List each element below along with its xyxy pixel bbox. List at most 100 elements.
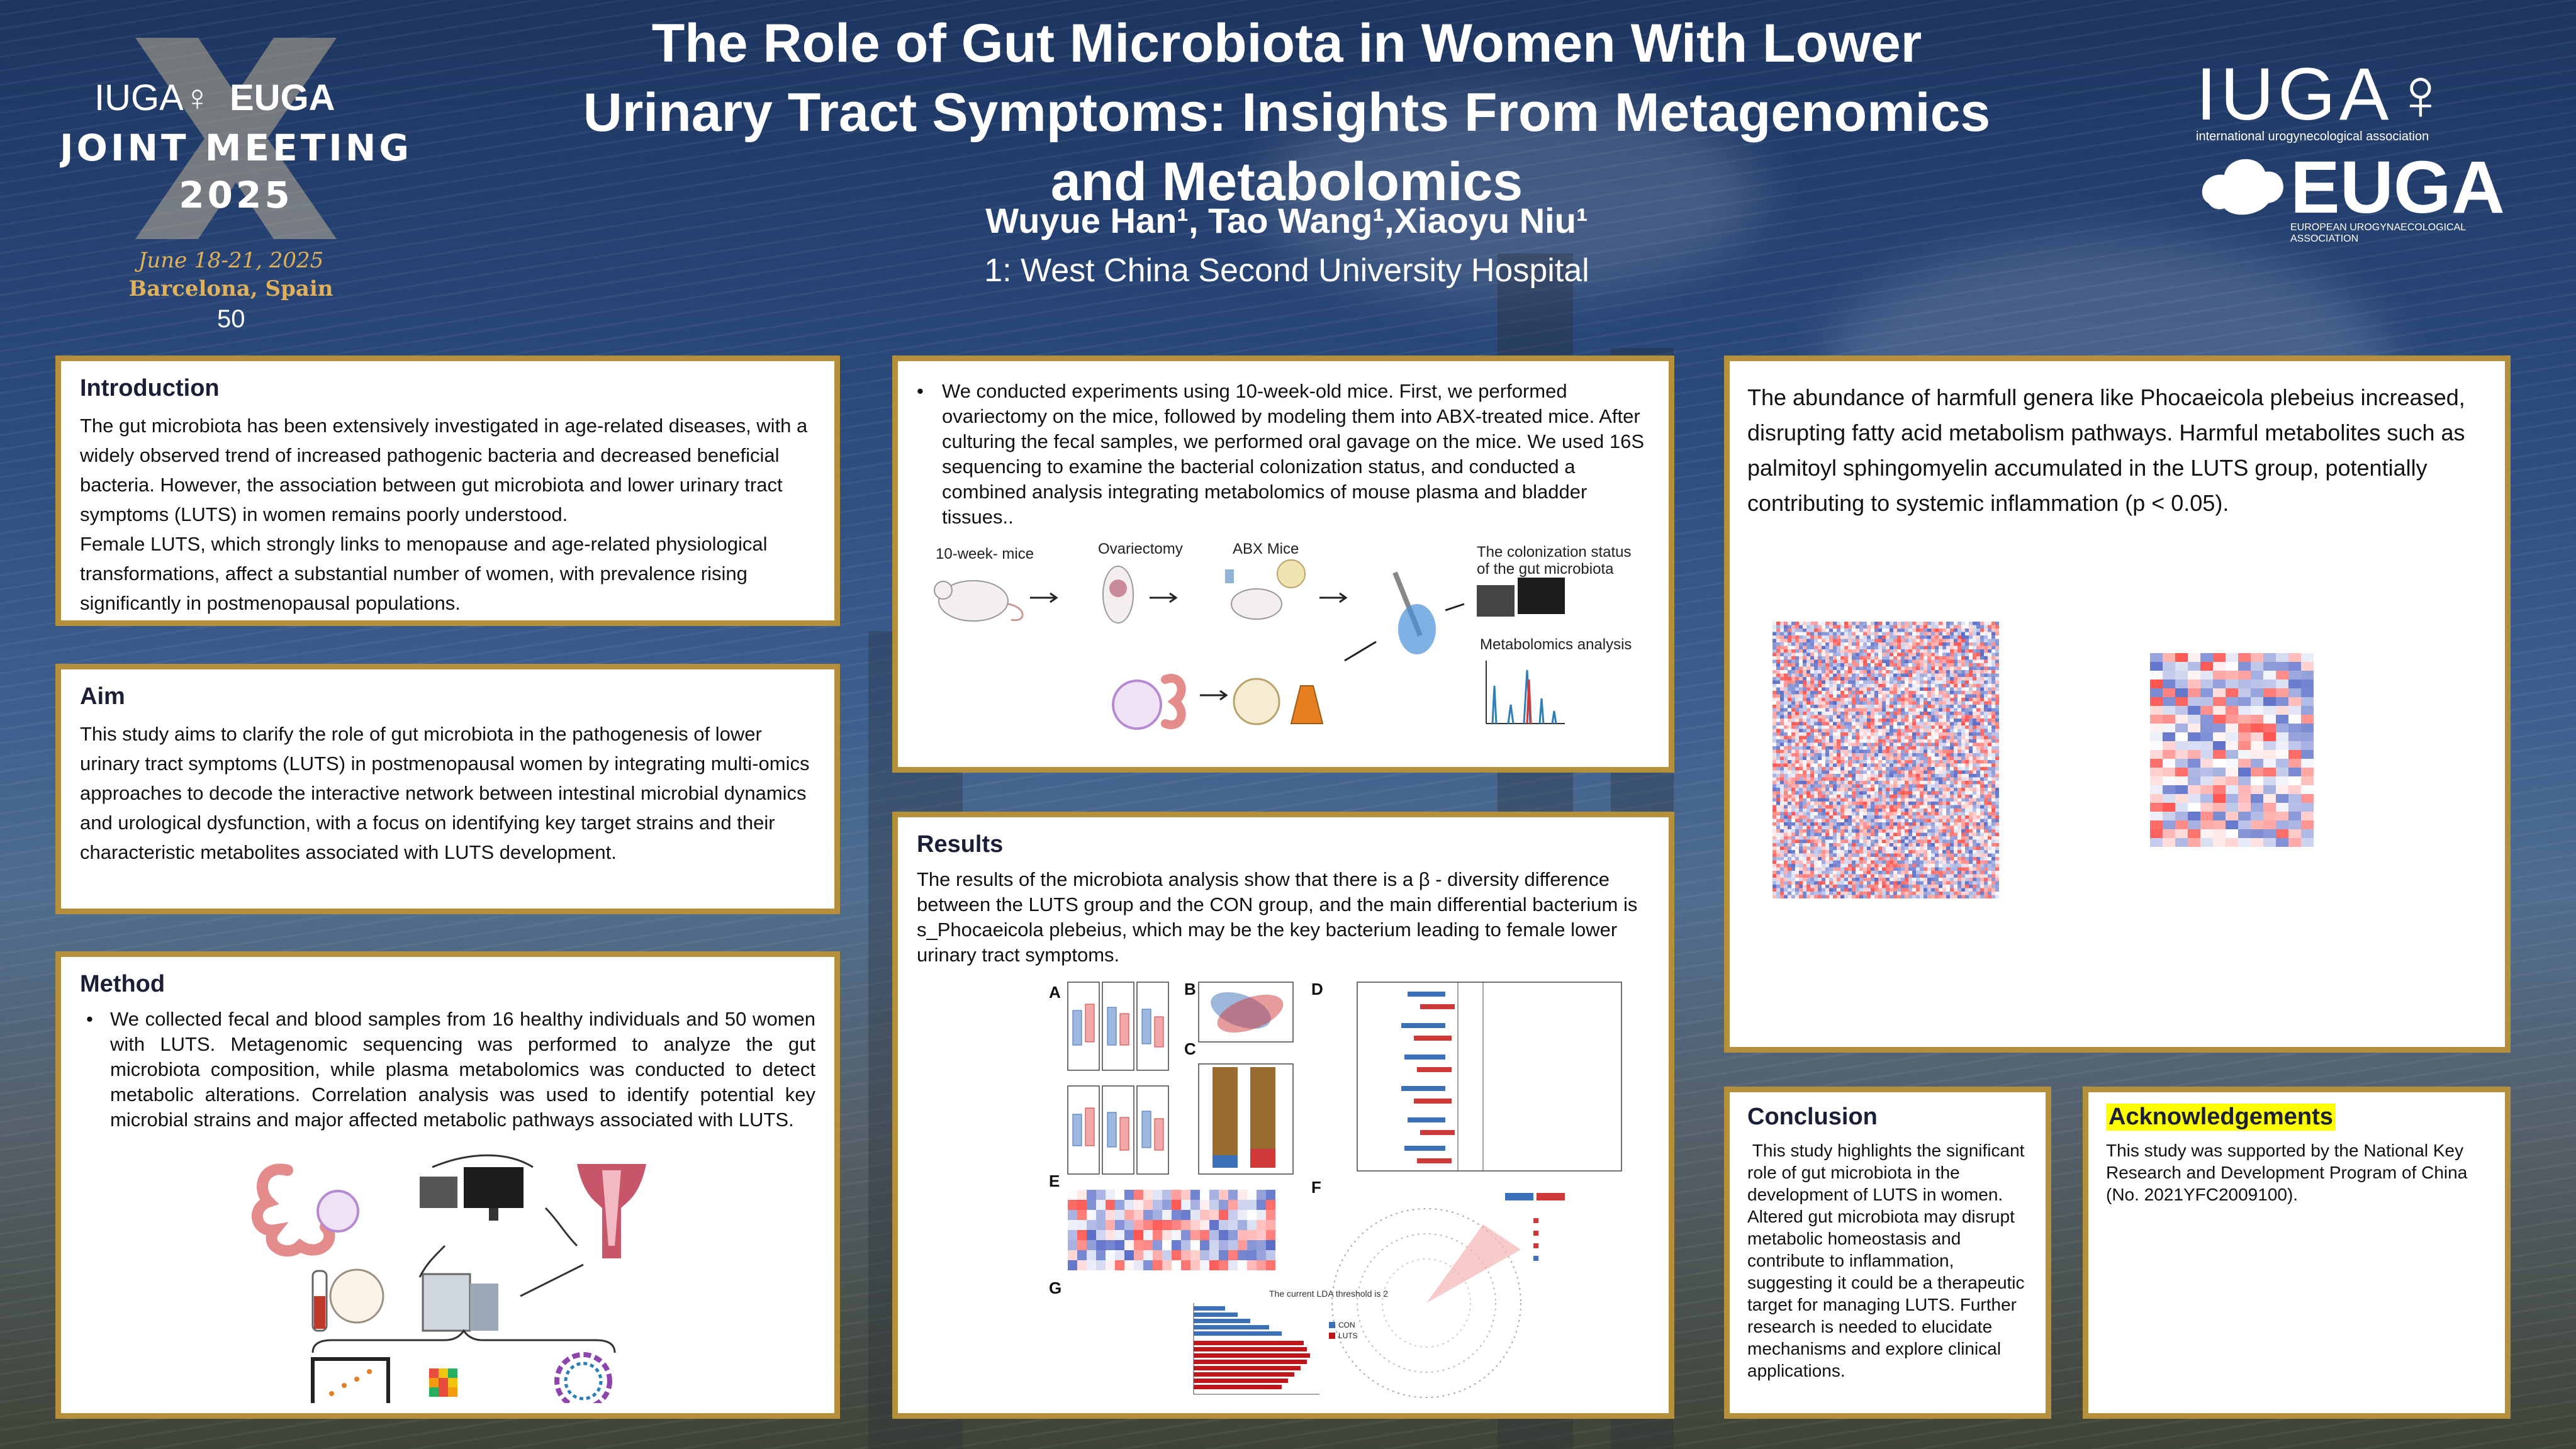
heatmap-cell: [1965, 646, 1969, 649]
heatmap-cell: [1803, 684, 1806, 688]
heatmap-cell: [1810, 684, 1814, 688]
heatmap-cell: [1788, 878, 1791, 881]
heatmap-cell: [1942, 625, 1946, 629]
heatmap-cell: [1190, 1190, 1200, 1200]
heatmap-cell: [1969, 694, 1973, 698]
heatmap-cell: [1901, 739, 1905, 743]
heatmap-cell: [1995, 652, 1999, 656]
heatmap-cell: [1950, 659, 1954, 663]
heatmap-cell: [1946, 622, 1950, 625]
heatmap-cell: [1957, 832, 1961, 836]
heatmap-cell: [1806, 839, 1810, 843]
heatmap-cell: [1931, 774, 1935, 778]
heatmap-cell: [1874, 708, 1878, 712]
heatmap-cell: [1980, 659, 1984, 663]
heatmap-cell: [1973, 839, 1976, 843]
heatmap-cell: [1991, 825, 1995, 829]
heatmap-cell: [1908, 788, 1912, 792]
label-mice: 10-week- mice: [936, 545, 1034, 562]
heatmap-cell: [1844, 770, 1848, 774]
heatmap-cell: [1780, 822, 1784, 826]
heatmap-cell: [1784, 649, 1788, 653]
heatmap-cell: [1976, 850, 1980, 854]
heatmap-cell: [1924, 763, 1927, 767]
heatmap-cell: [1988, 867, 1991, 871]
heatmap-cell: [1961, 729, 1965, 732]
heatmap-cell: [1803, 729, 1806, 732]
heatmap-cell: [1867, 850, 1871, 854]
heatmap-cell: [1848, 874, 1852, 878]
heatmap-cell: [1927, 788, 1931, 792]
heatmap-cell: [1784, 639, 1788, 642]
heatmap-cell: [1878, 867, 1882, 871]
heatmap-cell: [1961, 719, 1965, 722]
heatmap-cell: [1822, 698, 1825, 702]
heatmap-cell: [1912, 853, 1916, 857]
heatmap-cell: [1908, 767, 1912, 771]
heatmap-cell: [1957, 777, 1961, 781]
heatmap-cell: [1931, 746, 1935, 750]
heatmap-cell: [1988, 774, 1991, 778]
heatmap-cell: [1840, 632, 1844, 635]
heatmap-cell: [1893, 677, 1897, 681]
heatmap-cell: [1825, 836, 1829, 840]
heatmap-cell: [1863, 805, 1867, 808]
heatmap-cell: [1980, 815, 1984, 819]
heatmap-cell: [1788, 666, 1791, 670]
heatmap-cell: [1795, 853, 1799, 857]
heatmap-cell: [1995, 825, 1999, 829]
heatmap-cell: [1825, 825, 1829, 829]
heatmap-cell: [1856, 753, 1859, 757]
heatmap-cell: [1950, 822, 1954, 826]
heatmap-cell: [1257, 1200, 1266, 1210]
heatmap-cell: [1852, 860, 1856, 864]
heatmap-cell: [1859, 815, 1863, 819]
heatmap-cell: [1810, 767, 1814, 771]
heatmap-cell: [1946, 708, 1950, 712]
heatmap-cell: [1814, 812, 1818, 815]
heatmap-cell: [1818, 805, 1822, 808]
heatmap-cell: [1871, 770, 1874, 774]
heatmap-cell: [1942, 878, 1946, 881]
heatmap-cell: [1991, 635, 1995, 639]
heatmap-cell: [1886, 788, 1890, 792]
heatmap-cell: [1882, 777, 1886, 781]
sequencer-icon: [1477, 578, 1565, 617]
heatmap-cell: [1901, 860, 1905, 864]
heatmap-cell: [1856, 760, 1859, 764]
heatmap-cell: [1784, 795, 1788, 798]
heatmap-cell: [1973, 864, 1976, 868]
heatmap-cell: [1935, 670, 1939, 674]
heatmap-cell: [1840, 864, 1844, 868]
heatmap-cell: [1957, 715, 1961, 719]
heatmap-cell: [1878, 722, 1882, 725]
heatmap-cell: [1874, 698, 1878, 702]
heatmap-cell: [1822, 760, 1825, 764]
heatmap-cell: [1973, 881, 1976, 885]
heatmap-cell: [1957, 694, 1961, 698]
heatmap-cell: [1822, 705, 1825, 708]
method-bullet-text: We collected fecal and blood samples fro…: [110, 1008, 815, 1131]
heatmap-cell: [1961, 625, 1965, 629]
heatmap-cell: [1852, 742, 1856, 746]
heatmap-cell: [1905, 670, 1908, 674]
heatmap-cell: [1844, 881, 1848, 885]
heatmap-cell: [1991, 867, 1995, 871]
heatmap-cell: [1912, 857, 1916, 861]
heatmap-cell: [1825, 892, 1829, 895]
heatmap-cell: [1803, 739, 1806, 743]
ovariectomy-mouse-icon: [1102, 566, 1134, 624]
heatmap-cell: [1995, 673, 1999, 677]
heatmap-cell: [1939, 656, 1942, 660]
heatmap-cell: [1931, 719, 1935, 722]
heatmap-cell: [1822, 795, 1825, 798]
heatmap-cell: [1890, 712, 1893, 715]
heatmap-cell: [1882, 843, 1886, 847]
heatmap-cell: [1814, 774, 1818, 778]
heatmap-cell: [1965, 673, 1969, 677]
heatmap-cell: [1969, 808, 1973, 812]
heatmap-cell: [1788, 708, 1791, 712]
heatmap-cell: [1818, 629, 1822, 632]
heatmap-cell: [1859, 871, 1863, 875]
heatmap-cell: [1795, 652, 1799, 656]
